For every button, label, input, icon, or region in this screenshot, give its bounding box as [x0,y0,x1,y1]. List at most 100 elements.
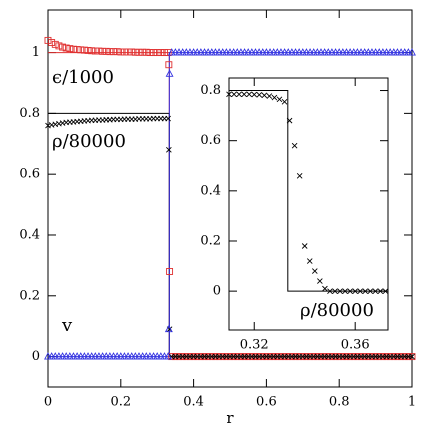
marker [295,353,303,361]
marker [310,353,318,361]
marker [165,115,171,122]
marker [281,353,289,361]
marker [393,353,401,361]
y-tick-label: 0 [32,349,40,364]
x-tick-label: 0.6 [256,395,277,410]
annotation: ρ/80000 [52,131,126,152]
marker [332,353,340,361]
marker [353,353,361,361]
marker [408,48,416,56]
marker [211,353,219,361]
marker [301,243,308,249]
marker [120,48,128,56]
marker [321,353,329,361]
marker [182,353,190,361]
marker [255,353,263,361]
marker [166,147,172,153]
marker [404,353,412,361]
marker [286,117,293,124]
marker [77,46,85,54]
y-tick-label: 0 [213,284,221,299]
marker [346,353,354,361]
marker [324,353,332,361]
marker [80,46,88,54]
marker [55,42,63,50]
marker [241,353,249,361]
marker [110,48,117,56]
marker [262,353,270,361]
marker [350,353,358,361]
marker [208,353,216,361]
marker [233,353,241,361]
marker [230,353,238,361]
marker [51,40,59,48]
marker [193,353,201,361]
x-axis-label: r [226,409,234,427]
marker [339,353,347,361]
marker [342,288,348,294]
marker [231,91,237,98]
marker [73,46,81,53]
marker [317,278,323,284]
y-tick-label: 0.8 [200,83,221,98]
marker [409,353,415,360]
marker [99,47,107,55]
annotation: ρ/80000 [300,300,374,321]
marker [375,353,383,361]
marker [327,288,333,294]
marker [397,353,405,361]
marker [171,353,179,361]
annotation: v [61,315,73,336]
marker [190,353,198,361]
marker [372,288,379,294]
marker [256,91,263,98]
marker [337,288,343,294]
marker [117,48,125,56]
marker [168,353,176,361]
marker [357,353,365,361]
marker [164,324,173,333]
x-tick-label: 0.8 [329,395,350,410]
marker [261,92,268,99]
marker [306,353,314,361]
marker [357,288,364,294]
marker [197,353,205,361]
y-tick-label: 0.4 [200,183,221,198]
marker [102,47,110,55]
marker [62,44,70,52]
marker [335,353,343,361]
marker [226,353,234,361]
x-tick-label: 0.32 [240,338,269,353]
marker [241,91,247,98]
marker [146,49,154,57]
marker [150,49,158,57]
y-tick-label: 1 [32,45,40,60]
marker [113,48,121,56]
plot-frame [228,77,389,331]
marker [237,353,245,361]
marker [124,48,132,56]
y-tick-label: 0.6 [19,167,40,182]
marker [266,353,274,361]
marker [390,353,398,361]
marker [382,288,389,294]
marker [95,47,103,55]
marker [401,353,409,361]
x-tick-label: 0.2 [110,395,131,410]
marker [332,288,338,294]
marker [377,288,384,294]
marker [84,46,92,54]
marker [306,258,313,264]
marker [48,39,56,46]
marker [343,353,350,361]
marker [204,353,212,361]
marker [88,47,96,55]
marker [164,352,173,360]
marker [175,353,183,361]
marker [317,353,325,361]
marker [91,47,99,55]
marker [276,96,283,103]
marker [284,353,292,361]
x-tick-label: 0.4 [183,395,204,410]
